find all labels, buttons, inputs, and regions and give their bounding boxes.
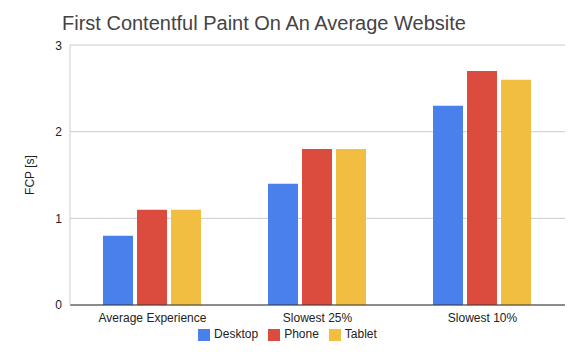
svg-text:Average Experience: Average Experience xyxy=(99,311,207,325)
svg-text:3: 3 xyxy=(55,39,62,53)
svg-text:Slowest 10%: Slowest 10% xyxy=(448,311,518,325)
html-text:Desktop: Desktop xyxy=(214,327,259,341)
svg-text:0: 0 xyxy=(55,298,62,312)
html-text:First Contentful Paint On An A: First Contentful Paint On An Average Web… xyxy=(62,12,466,34)
html-text:Phone: Phone xyxy=(284,327,319,341)
svg-text:1: 1 xyxy=(55,212,62,226)
svg-text:Slowest 25%: Slowest 25% xyxy=(283,311,353,325)
html-text:Tablet: Tablet xyxy=(344,327,377,341)
svg-text:2: 2 xyxy=(55,125,62,139)
svg-text:FCP [s]: FCP [s] xyxy=(23,155,37,195)
